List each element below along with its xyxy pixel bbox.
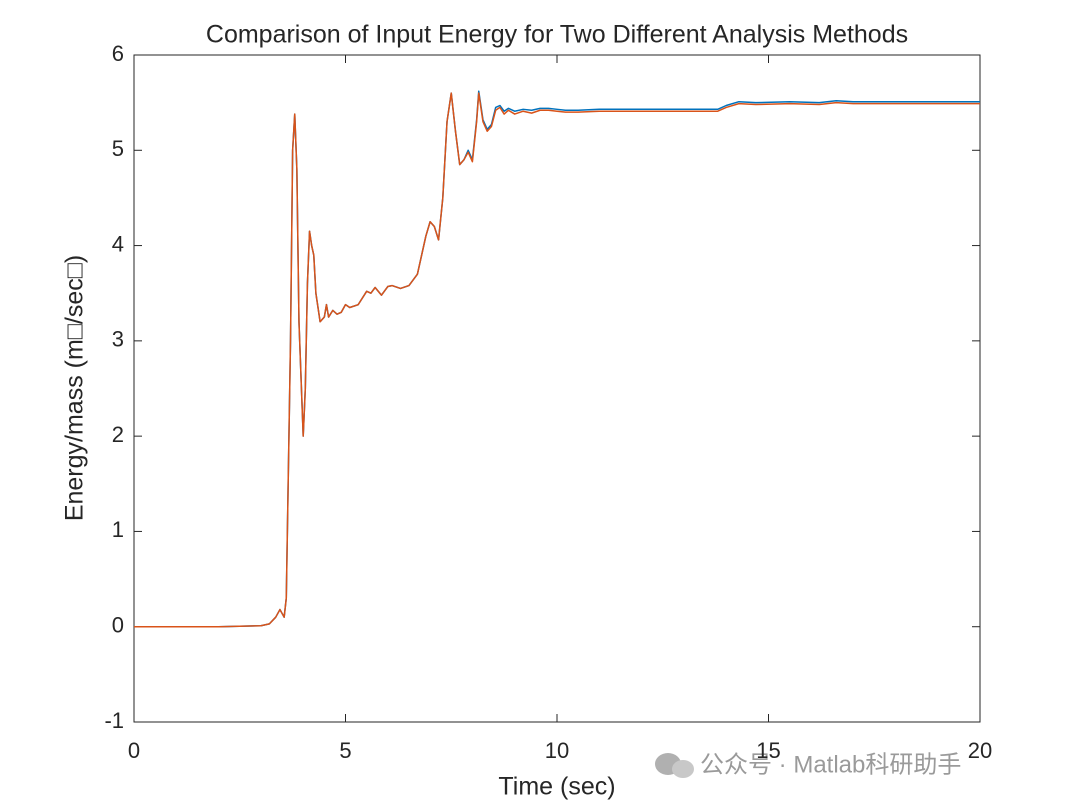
plot-area: [133, 54, 981, 723]
y-tick-label: 1: [112, 517, 124, 542]
x-tick-label: 20: [968, 738, 992, 763]
x-tick-label: 15: [756, 738, 780, 763]
watermark: 公众号 · Matlab科研助手: [700, 751, 961, 778]
series-line: [134, 92, 980, 628]
x-tick-label: 10: [545, 738, 569, 763]
chart-title: Comparison of Input Energy for Two Diffe…: [206, 21, 908, 49]
x-tick-label: 5: [339, 738, 351, 763]
x-tick-label: 0: [128, 738, 140, 763]
y-tick-label: 0: [112, 613, 124, 638]
x-axis-label: Time (sec): [498, 773, 615, 801]
y-tick-label: 5: [112, 136, 124, 161]
y-axis-label: Energy/mass (m□/sec□): [61, 255, 89, 521]
y-tick-label: 2: [112, 422, 124, 447]
y-tick-label: 4: [112, 231, 124, 256]
watermark-icon: [655, 753, 694, 778]
y-tick-label: -1: [104, 708, 124, 733]
y-tick-label: 3: [112, 327, 124, 352]
y-tick-label: 6: [112, 41, 124, 66]
